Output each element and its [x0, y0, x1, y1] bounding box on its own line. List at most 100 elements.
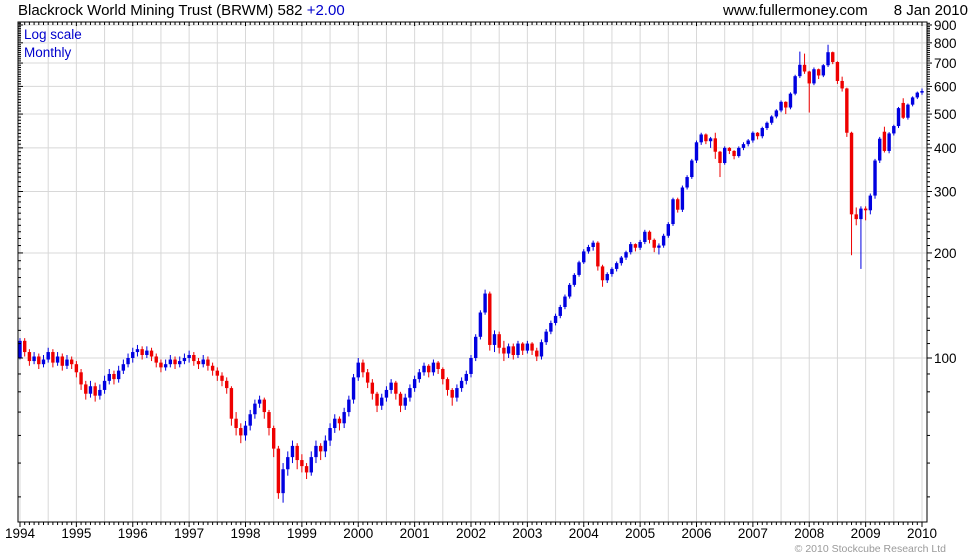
candle-body: [741, 144, 746, 148]
candle-body: [520, 343, 525, 351]
candle-body: [525, 343, 530, 351]
candle-body: [638, 241, 642, 248]
grid-lines: [18, 22, 927, 522]
candle-body: [356, 362, 360, 378]
candle-body: [873, 160, 877, 196]
candle-body: [60, 356, 64, 366]
candle-body: [295, 445, 299, 461]
candle-body: [347, 399, 351, 413]
price-change: +2.00: [306, 2, 345, 19]
x-axis-label: 2005: [625, 526, 655, 541]
y-axis-labels: 100 200 300 400 500 600 700 800 900: [934, 18, 957, 366]
x-axis-label: 2008: [794, 526, 824, 541]
candle-body: [807, 71, 811, 84]
candle-body: [445, 379, 450, 390]
y-axis-label: 900: [934, 18, 957, 33]
candle-body: [826, 52, 830, 66]
candle-body: [812, 69, 816, 84]
candle-body: [74, 364, 79, 373]
candle-body: [380, 397, 384, 406]
candle-body: [300, 460, 304, 467]
candle-body: [229, 388, 234, 419]
candle-body: [492, 334, 497, 345]
candle-body: [323, 440, 328, 452]
website-link[interactable]: www.fullermoney.com: [723, 2, 868, 19]
candle-body: [751, 132, 755, 141]
candle-body: [41, 359, 46, 365]
candle-body: [469, 358, 473, 374]
candle-body: [549, 322, 553, 332]
candle-body: [647, 231, 652, 240]
candle-body: [69, 359, 74, 365]
axis-ticks: [18, 22, 932, 527]
candle-body: [680, 187, 685, 210]
candle-body: [840, 80, 844, 89]
candle-body: [765, 122, 769, 129]
x-axis-label: 2007: [738, 526, 768, 541]
x-axis-label: 1997: [174, 526, 204, 541]
candle-body: [51, 352, 55, 363]
y-axis-label: 400: [934, 141, 957, 156]
candle-body: [22, 340, 27, 353]
candle-body: [666, 224, 671, 236]
candle-body: [46, 352, 50, 360]
candle-body: [760, 128, 764, 137]
candle-body: [699, 134, 703, 143]
candle-body: [694, 142, 699, 161]
candle-body: [690, 160, 694, 178]
candle-body: [408, 388, 412, 398]
candle-body: [182, 358, 187, 362]
candle-body: [718, 151, 722, 164]
candle-body: [361, 362, 365, 373]
candle-body: [220, 375, 224, 381]
candle-body: [121, 364, 126, 371]
y-axis-label: 100: [934, 351, 957, 366]
candle-body: [18, 340, 22, 358]
candle-body: [478, 312, 483, 337]
candle-body: [798, 64, 802, 77]
x-axis-label: 2000: [343, 526, 373, 541]
candle-body: [27, 352, 32, 362]
candle-body: [65, 359, 69, 366]
candle-body: [676, 199, 680, 210]
candle-body: [131, 352, 135, 358]
candle-body: [145, 350, 149, 355]
candle-body: [633, 244, 638, 248]
candle-body: [671, 199, 675, 225]
candle-body: [412, 379, 417, 389]
candle-body: [464, 373, 469, 381]
x-axis-label: 1994: [5, 526, 36, 541]
candle-body: [441, 368, 445, 380]
candle-body: [389, 382, 393, 390]
candle-body: [370, 382, 375, 394]
candle-body: [845, 88, 849, 133]
candle-body: [910, 97, 915, 105]
y-axis-label: 700: [934, 56, 957, 71]
candle-body: [196, 361, 201, 365]
candle-body: [483, 293, 487, 313]
candle-body: [314, 445, 318, 458]
candle-body: [539, 342, 544, 357]
log-scale-label: Log scale: [24, 27, 82, 42]
candle-body: [384, 389, 389, 398]
candle-body: [887, 133, 891, 151]
candle-body: [215, 370, 220, 376]
candle-body: [727, 147, 732, 151]
candle-body: [661, 235, 666, 246]
candle-body: [558, 307, 562, 316]
x-axis-label: 2010: [907, 526, 937, 541]
candle-body: [93, 386, 97, 396]
candle-body: [502, 347, 506, 354]
header-right: www.fullermoney.com 8 Jan 2010: [723, 2, 968, 19]
x-axis-label: 2003: [512, 526, 542, 541]
candle-body: [831, 52, 835, 62]
candle-body: [253, 403, 257, 415]
candle-body: [140, 349, 144, 355]
candle-body: [112, 373, 116, 380]
x-axis-label: 2006: [681, 526, 711, 541]
candle-body: [281, 469, 285, 494]
candle-body: [365, 372, 370, 383]
x-axis-label: 2009: [851, 526, 881, 541]
candle-body: [788, 93, 793, 108]
